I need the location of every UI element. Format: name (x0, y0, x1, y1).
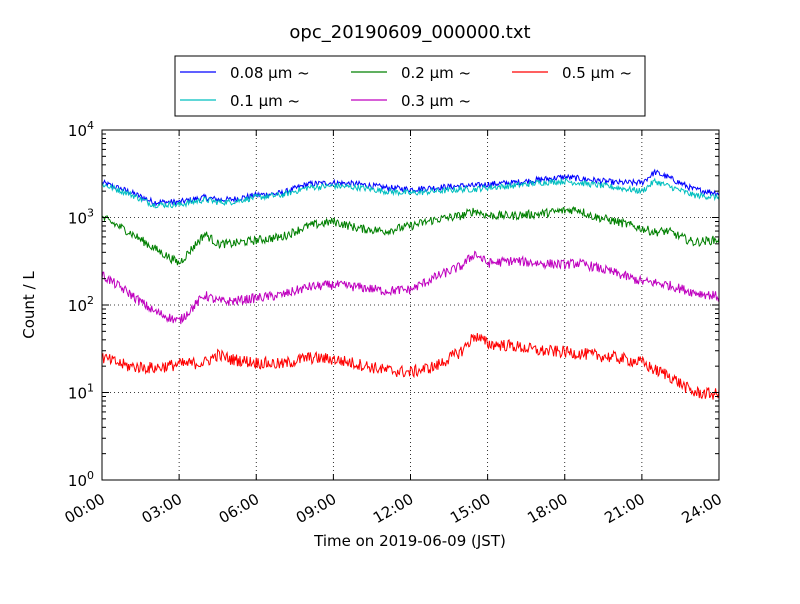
series-line-2 (101, 205, 720, 266)
series-line-1 (101, 177, 720, 209)
legend-label-1: 0.1 μm ~ (230, 92, 300, 110)
legend-label-2: 0.2 μm ~ (401, 64, 471, 82)
y-tick-label: 103 (68, 207, 94, 228)
y-tick-base: 10 (68, 297, 87, 315)
y-tick-base: 10 (68, 122, 87, 140)
legend-box (174, 55, 646, 117)
y-tick-exponent: 2 (87, 294, 94, 307)
y-tick-base: 10 (68, 472, 87, 490)
plot-area (101, 168, 720, 400)
y-tick-label: 101 (68, 382, 94, 403)
chart-title: opc_20190609_000000.txt (289, 22, 530, 43)
y-tick-exponent: 4 (87, 119, 94, 132)
y-tick-label: 104 (68, 119, 94, 140)
series-line-4 (101, 332, 720, 400)
y-tick-base: 10 (68, 210, 87, 228)
legend-label-4: 0.5 μm ~ (562, 64, 632, 82)
y-tick-exponent: 0 (87, 469, 94, 482)
legend: 0.08 μm ~ 0.1 μm ~ 0.2 μm ~ 0.3 μm ~ 0.5 μm … (174, 55, 646, 117)
y-tick-label: 102 (68, 294, 94, 315)
x-axis-label: Time on 2019-06-09 (JST) (313, 532, 506, 550)
y-tick-exponent: 3 (87, 207, 94, 220)
series-line-0 (101, 168, 720, 207)
y-tick-label: 100 (68, 469, 94, 490)
series-line-3 (101, 250, 720, 325)
y-tick-base: 10 (68, 385, 87, 403)
legend-label-3: 0.3 μm ~ (401, 92, 471, 110)
y-tick-exponent: 1 (87, 382, 94, 395)
y-axis-label: Count / L (20, 271, 38, 339)
grid-lines (102, 130, 719, 480)
legend-label-0: 0.08 μm ~ (230, 64, 310, 82)
